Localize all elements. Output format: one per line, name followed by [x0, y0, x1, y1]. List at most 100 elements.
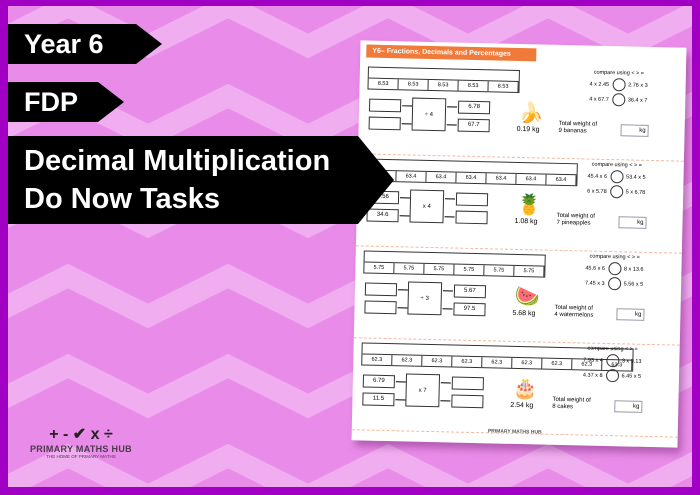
compare-circle[interactable] — [607, 262, 622, 276]
answer-box[interactable]: kg — [618, 216, 647, 229]
compare-row: 7.45 x 3 5.56 x 5 — [551, 276, 677, 292]
total-weight-label: Total weight of 8 cakes — [552, 397, 612, 412]
worksheet: Y6– Fractions, Decimals and Percentages … — [351, 40, 687, 448]
compare-row: 45.6 x 6 8 x 13.6 — [551, 261, 677, 277]
compare-row: 4.37 x 8 6.45 x 5 — [549, 368, 675, 384]
total-line-2: 7 pineapples — [556, 219, 591, 227]
logo-tagline: THE HOME OF PRIMARY MATHS — [46, 454, 116, 459]
arrow — [401, 123, 412, 125]
compare-circle[interactable] — [605, 354, 620, 368]
arrow — [400, 197, 411, 199]
output-box[interactable]: 6.78 — [457, 100, 491, 115]
compare-left: 7.45 x 3 — [584, 280, 605, 287]
compare-left: 45.4 x 6 — [587, 173, 608, 180]
item-weight: 1.08 kg — [514, 217, 538, 226]
input-box[interactable] — [368, 98, 402, 113]
total-line-2: 8 cakes — [552, 403, 574, 411]
bar-cell: 62.3 — [362, 354, 393, 366]
compare-circle[interactable] — [607, 277, 621, 291]
bar-cell: 62.3 — [452, 356, 483, 368]
operator-box: ÷ 3 — [407, 281, 443, 316]
input-box[interactable] — [368, 116, 401, 131]
answer-box[interactable]: kg — [620, 124, 649, 137]
compare-row: 45.4 x 6 53.4 x 5 — [553, 169, 679, 185]
arrow — [446, 124, 457, 126]
topic-banner: FDP — [8, 82, 124, 122]
bar-cell: 8.53 — [488, 81, 519, 92]
output-box[interactable]: 5.67 — [453, 284, 487, 299]
arrow — [399, 215, 410, 217]
total-weight-label: Total weight of 9 bananas — [558, 121, 618, 136]
banana-icon: 🍌 — [518, 101, 545, 125]
arrow — [442, 290, 453, 292]
arrow — [440, 400, 451, 402]
input-box[interactable] — [364, 300, 397, 315]
brand-logo: + - ✔ x ÷ PRIMARY MATHS HUB THE HOME OF … — [30, 424, 132, 459]
title-banner: Decimal Multiplication Do Now Tasks — [8, 136, 394, 224]
output-box[interactable] — [455, 210, 488, 225]
answer-box[interactable]: kg — [616, 308, 645, 321]
worksheet-section: 62.3 62.3 62.3 62.3 62.3 62.3 62.3 62.3 62.3 6.79… — [351, 334, 680, 438]
compare-row: 7.93 x 4 3 x 9.13 — [549, 353, 675, 369]
arrow — [397, 307, 408, 309]
bar-cell: 5.75 — [484, 265, 515, 276]
compare-left: 7.93 x 4 — [583, 356, 603, 364]
compare-right: 3 x 9.13 — [621, 357, 642, 365]
compare-right: 2.76 x 3 — [628, 81, 648, 89]
operator-box: x 4 — [409, 189, 445, 224]
output-box[interactable] — [451, 394, 484, 409]
compare-circle[interactable] — [611, 78, 626, 92]
compare-right: 53.4 x 5 — [625, 173, 646, 181]
bar-cell: 63.4 — [516, 173, 547, 185]
compare-row: 6 x 5.78 5 x 6.78 — [553, 184, 679, 200]
bar-cell: 5.75 — [394, 263, 425, 274]
compare-left: 4.37 x 8 — [582, 371, 603, 379]
year-label: Year 6 — [24, 28, 104, 59]
input-box[interactable] — [364, 282, 398, 297]
item-weight: 0.19 kg — [516, 125, 540, 134]
input-box[interactable]: 6.79 — [362, 374, 395, 389]
input-box[interactable]: 11.5 — [362, 392, 395, 407]
compare-circle[interactable] — [605, 368, 619, 383]
bar-cell: 63.4 — [396, 171, 427, 182]
operator-box: x 7 — [405, 373, 441, 408]
bar-cell: 62.3 — [422, 355, 453, 367]
compare-circle[interactable] — [609, 170, 624, 184]
logo-name: PRIMARY MATHS HUB — [30, 444, 132, 454]
operator-box: ÷ 4 — [411, 97, 447, 132]
compare-left: 6 x 5.78 — [587, 188, 607, 195]
compare-right: 36.4 x 7 — [627, 96, 648, 104]
compare-right: 5 x 6.78 — [625, 188, 646, 196]
bar-model: 5.75 5.75 5.75 5.75 5.75 5.75 — [363, 250, 546, 278]
arrow — [395, 399, 406, 401]
bar-cell: 8.53 — [458, 80, 489, 92]
bar-cell: 63.4 — [486, 173, 517, 184]
bar-model: 63.463.463.463.463.463.463.4 — [365, 158, 578, 187]
compare-circle[interactable] — [609, 185, 623, 199]
worksheet-section: 5.75 5.75 5.75 5.75 5.75 5.75 5.67 97.5 ÷ 3 compa… — [353, 242, 682, 346]
output-box[interactable]: 97.5 — [453, 302, 486, 317]
item-weight: 5.68 kg — [512, 309, 536, 318]
arrow — [447, 106, 458, 108]
arrow — [444, 216, 455, 218]
total-line-2: 9 bananas — [558, 127, 587, 135]
bar-cell: 62.3 — [512, 357, 543, 369]
title-line-1: Decimal Multiplication — [24, 145, 331, 177]
output-box[interactable] — [455, 192, 489, 207]
compare-right: 5.56 x 5 — [623, 280, 644, 288]
bar-cells: 8.53 8.53 8.53 8.53 8.53 — [368, 78, 519, 92]
total-weight-label: Total weight of 4 watermelons — [554, 305, 614, 320]
bar-cell: 5.75 — [424, 263, 455, 275]
compare-right: 6.45 x 5 — [621, 372, 642, 380]
output-box[interactable] — [451, 376, 484, 391]
arrow — [440, 382, 451, 384]
bar-cell: 8.53 — [368, 78, 399, 90]
total-line-2: 4 watermelons — [554, 311, 594, 319]
compare-circle[interactable] — [611, 93, 625, 107]
answer-box[interactable]: kg — [614, 400, 643, 413]
output-box[interactable]: 67.7 — [457, 118, 490, 133]
